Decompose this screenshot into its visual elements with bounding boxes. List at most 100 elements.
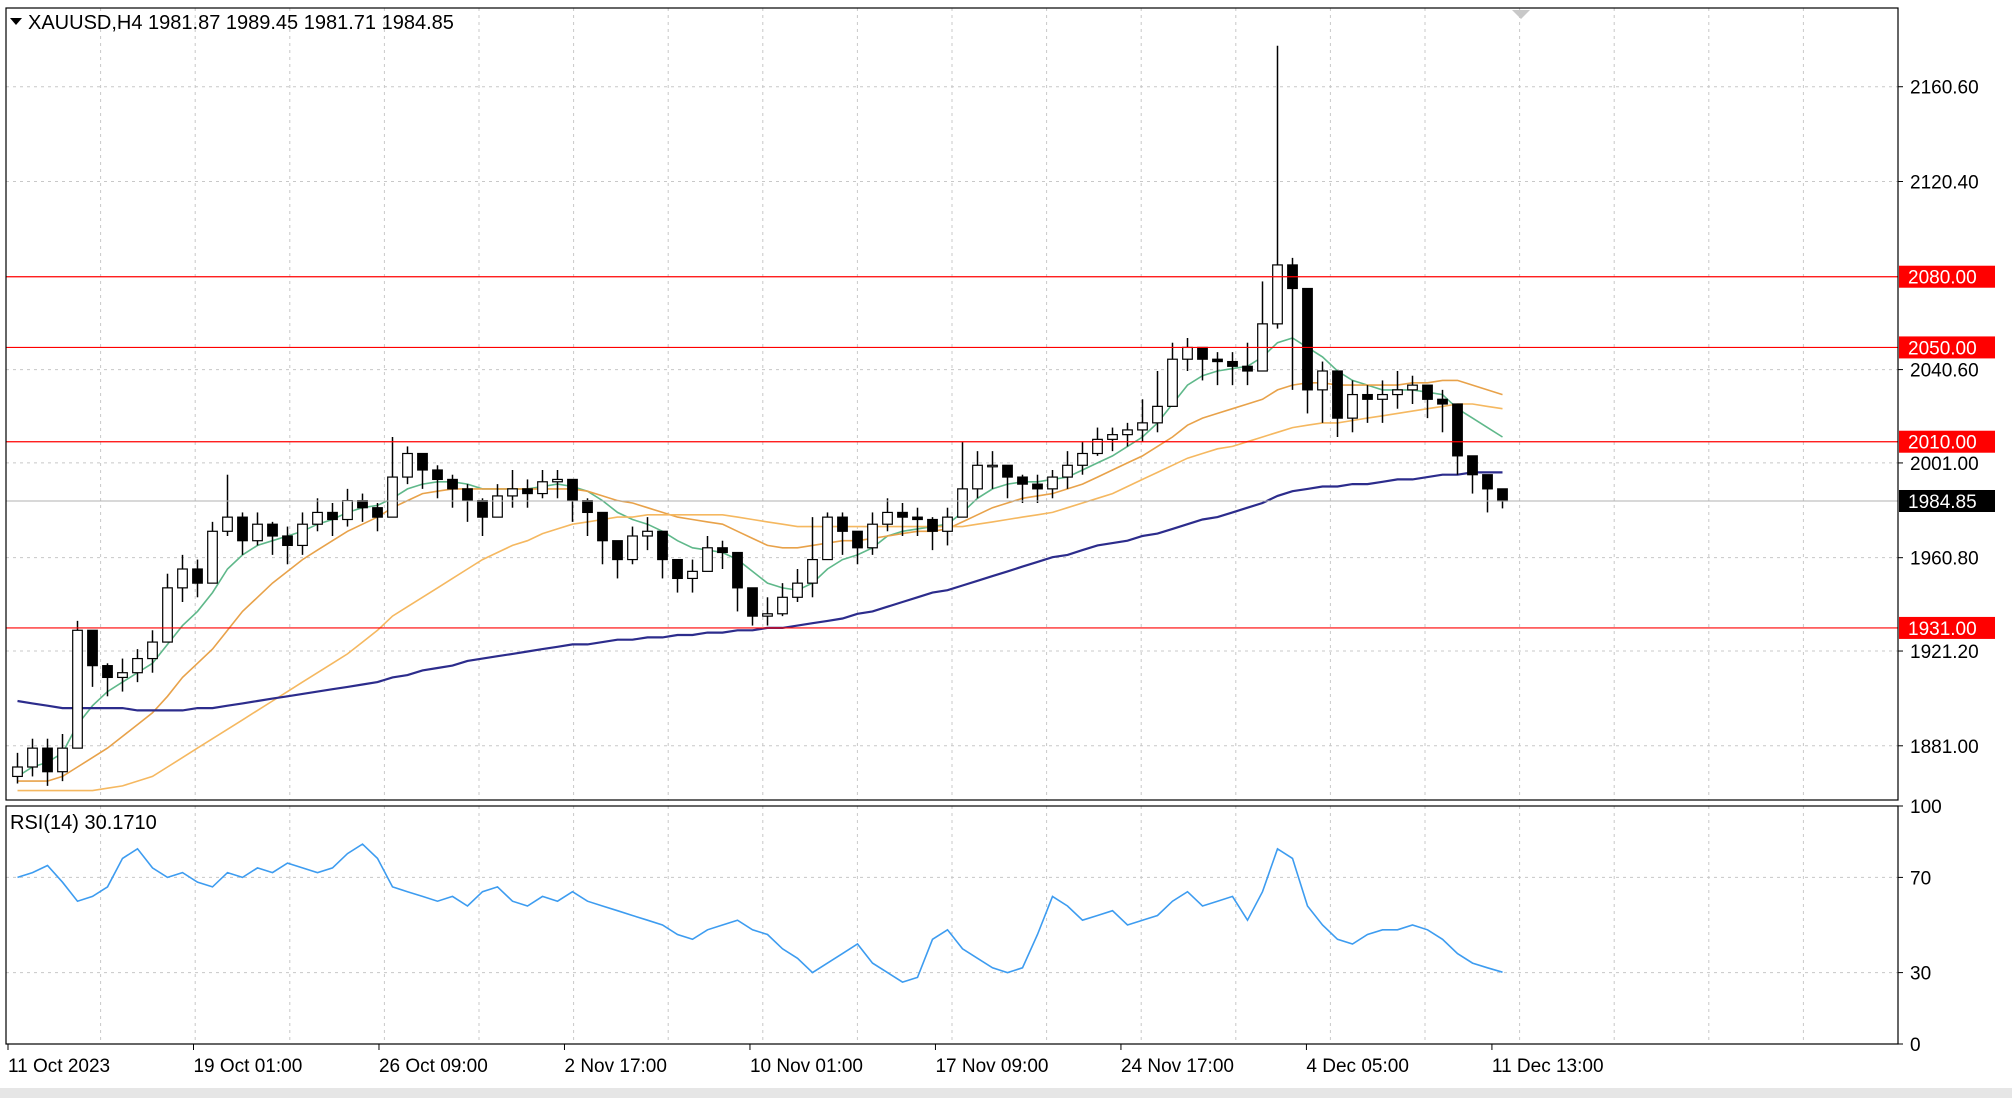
price-level-label: 1931.00: [1908, 619, 1977, 640]
candle-body-down: [1437, 398, 1448, 405]
candle: [792, 569, 803, 602]
candle-body-up: [867, 523, 878, 549]
candle-body-down: [42, 747, 53, 773]
rsi-series: [17, 843, 1503, 983]
candle: [12, 752, 23, 784]
candle: [1482, 474, 1493, 513]
candle-body-up: [252, 523, 263, 542]
candle-body-up: [1317, 370, 1328, 391]
candle-body-up: [702, 547, 713, 572]
candle: [207, 521, 218, 584]
candle: [702, 536, 713, 572]
rsi-tick-label: 70: [1910, 868, 1931, 889]
price-pane-frame: [5, 7, 1899, 801]
candle: [267, 521, 278, 555]
chart-menu-triangle-icon[interactable]: [10, 18, 22, 25]
candle-body-down: [612, 540, 623, 561]
candle: [1362, 385, 1373, 423]
candle: [972, 451, 983, 499]
candle: [162, 573, 173, 643]
candle-body-up: [222, 516, 233, 532]
candle-body-down: [447, 478, 458, 490]
candle-body-up: [1122, 429, 1133, 436]
time-tick-label: 24 Nov 17:00: [1121, 1056, 1234, 1077]
candle: [1152, 371, 1163, 433]
price-level-label-bg: [1899, 430, 1995, 453]
price-tick-label: 2120.40: [1910, 172, 1979, 193]
candle: [612, 540, 623, 579]
candle: [657, 530, 668, 579]
candle-body-down: [1002, 464, 1013, 478]
candle-body-down: [1467, 455, 1478, 476]
price-level-label-bg: [1899, 616, 1995, 639]
price-tick-label: 2001.00: [1910, 454, 1979, 475]
candle-body-down: [1032, 483, 1043, 490]
price-level-label: 2050.00: [1908, 338, 1977, 359]
candle: [957, 441, 968, 518]
candle-body-up: [1272, 264, 1283, 325]
candle: [402, 446, 413, 485]
candle-body-up: [162, 587, 173, 643]
candle: [1332, 370, 1343, 437]
candle-body-down: [357, 500, 368, 509]
candle: [732, 551, 743, 612]
candle: [522, 479, 533, 508]
candle-body-down: [582, 500, 593, 514]
candle: [57, 734, 68, 782]
candle: [912, 507, 923, 536]
candle-body-up: [972, 464, 983, 490]
candle: [102, 663, 113, 697]
candle-body-down: [1302, 287, 1313, 391]
candle: [177, 554, 188, 602]
candle: [597, 511, 608, 565]
candles: [12, 45, 1508, 786]
candle-body-up: [642, 530, 653, 537]
candle-body-down: [837, 516, 848, 532]
candle-body-down: [597, 511, 608, 542]
price-level-label-bg: [1899, 336, 1995, 359]
axes: 2160.60 2120.40 2040.60 2001.00 1960.80 1921.…: [0, 7, 2012, 1098]
rsi-line: [17, 843, 1503, 983]
candle-body-down: [1362, 393, 1373, 400]
candle: [1302, 287, 1313, 414]
current-price-label: 1984.85: [1908, 492, 1977, 513]
candle: [372, 503, 383, 532]
candle-body-up: [12, 766, 23, 778]
candle-body-down: [672, 558, 683, 580]
candle: [312, 498, 323, 532]
candle-body-up: [1137, 422, 1148, 431]
candle: [552, 470, 563, 499]
candle: [882, 498, 893, 532]
candle-body-down: [522, 488, 533, 495]
candle: [87, 629, 98, 687]
candle-body-down: [732, 551, 743, 589]
symbol-header: XAUUSD,H4 1981.87 1989.45 1981.71 1984.8…: [28, 12, 454, 34]
candle-body-up: [792, 582, 803, 598]
bottom-scroll-strip[interactable]: [0, 1088, 2012, 1098]
candle: [1392, 371, 1403, 409]
candle: [897, 503, 908, 536]
candle-body-up: [627, 535, 638, 561]
price-tick-label: 1960.80: [1910, 549, 1979, 570]
candle-body-up: [132, 657, 143, 674]
candle-body-up: [882, 511, 893, 525]
candle-body-up: [987, 464, 998, 468]
chart-shift-marker-icon[interactable]: [1512, 10, 1530, 19]
candle-body-up: [1077, 452, 1088, 466]
candle-body-down: [282, 535, 293, 547]
candle-body-up: [1062, 464, 1073, 478]
time-tick-label: 2 Nov 17:00: [564, 1056, 666, 1077]
candle-body-up: [552, 478, 563, 483]
candle-body-down: [237, 516, 248, 542]
candle-body-down: [192, 568, 203, 584]
candle-body-up: [27, 747, 38, 768]
candle-body-down: [852, 530, 863, 549]
price-tick-label: 2040.60: [1910, 361, 1979, 382]
candle-body-up: [72, 629, 83, 749]
candle: [1047, 470, 1058, 499]
rsi-tick-label: 100: [1910, 797, 1942, 818]
candle-body-up: [1392, 389, 1403, 396]
candle: [852, 530, 863, 565]
candle-body-down: [1482, 474, 1493, 490]
candle-body-up: [1107, 434, 1118, 440]
